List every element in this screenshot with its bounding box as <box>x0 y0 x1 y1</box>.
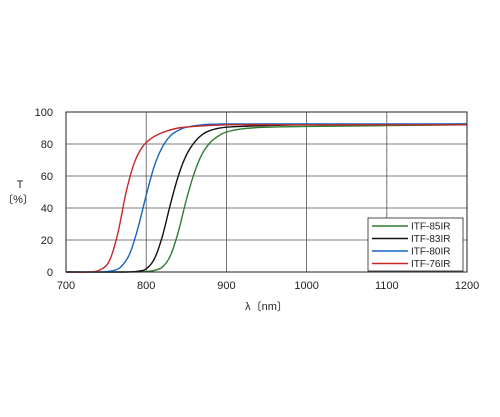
y-tick-label: 20 <box>41 235 53 247</box>
x-tick-label: 1100 <box>375 280 399 292</box>
series-line <box>65 123 467 273</box>
y-tick-label: 100 <box>35 107 53 119</box>
y-axis-unit: 〔%〕 <box>2 193 34 206</box>
series-line <box>65 124 468 273</box>
x-axis-title: λ〔nm〕 <box>245 300 288 313</box>
y-tick-label: 40 <box>41 203 53 215</box>
series-line <box>65 123 467 273</box>
series-group <box>65 123 468 273</box>
x-tick-label: 900 <box>217 280 235 292</box>
legend-box <box>367 217 464 272</box>
y-tick-label: 80 <box>41 139 53 151</box>
legend-label: ITF-76IR <box>411 259 450 270</box>
y-tick-label: 0 <box>47 267 53 279</box>
legend-label: ITF-83IR <box>411 234 450 245</box>
legend-label: ITF-85IR <box>411 222 450 233</box>
x-tick-label: 1200 <box>455 280 479 292</box>
legend-label: ITF-80IR <box>411 247 450 258</box>
x-tick-label: 1000 <box>294 280 318 292</box>
x-axis-ticks: 700 800 900 1000 1100 1200 <box>57 280 479 292</box>
y-tick-label: 60 <box>41 171 53 183</box>
y-axis-title: T <box>17 179 24 191</box>
plot-frame <box>65 111 468 273</box>
x-tick-label: 700 <box>57 280 75 292</box>
y-axis-ticks: 0 20 40 60 80 100 <box>35 107 53 279</box>
x-tick-label: 800 <box>137 280 155 292</box>
